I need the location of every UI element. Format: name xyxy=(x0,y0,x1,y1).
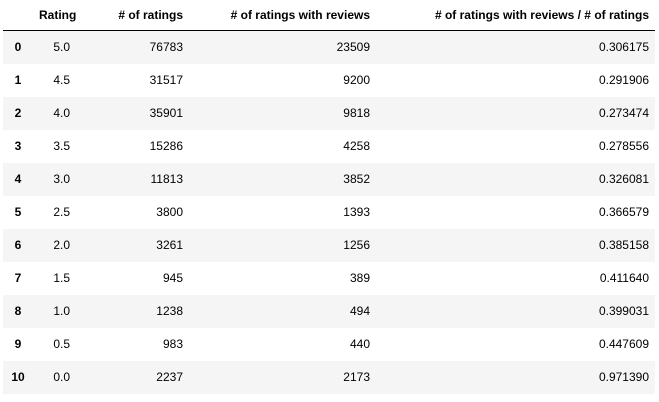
cell-num-ratings: 31517 xyxy=(149,73,183,87)
row-index: 8 xyxy=(14,304,22,318)
table-row: 4 3.0 11813 3852 0.326081 xyxy=(3,162,655,196)
table-row: 3 3.5 15286 4258 0.278556 xyxy=(3,130,655,163)
cell-rating: 2.0 xyxy=(53,238,70,252)
table-row: 9 0.5 983 440 0.447609 xyxy=(3,328,655,361)
cell-rating: 3.0 xyxy=(53,172,70,186)
row-index: 5 xyxy=(14,205,22,219)
table-header: Rating # of ratings # of ratings with re… xyxy=(3,0,655,31)
cell-num-reviews: 1393 xyxy=(343,205,370,219)
cell-rating: 4.0 xyxy=(53,106,70,120)
cell-ratio: 0.273474 xyxy=(598,106,649,120)
cell-rating: 3.5 xyxy=(53,139,70,153)
cell-num-reviews: 9818 xyxy=(343,106,370,120)
table-body: 0 5.0 76783 23509 0.306175 1 4.5 31517 9200 0.291… xyxy=(3,30,655,394)
row-index: 1 xyxy=(14,73,22,87)
table-row: 7 1.5 945 389 0.411640 xyxy=(3,262,655,295)
cell-rating: 1.0 xyxy=(53,304,70,318)
cell-ratio: 0.366579 xyxy=(598,205,649,219)
table-row: 0 5.0 76783 23509 0.306175 xyxy=(3,30,655,64)
row-index: 2 xyxy=(14,106,22,120)
cell-ratio: 0.411640 xyxy=(599,271,649,285)
table-row: 8 1.0 1238 494 0.399031 xyxy=(3,294,655,328)
cell-num-reviews: 9200 xyxy=(343,73,370,87)
row-index: 0 xyxy=(14,40,22,55)
cell-ratio: 0.447609 xyxy=(598,337,649,351)
cell-num-ratings: 35901 xyxy=(149,106,183,120)
cell-rating: 5.0 xyxy=(53,40,70,55)
cell-num-ratings: 1238 xyxy=(156,304,183,318)
table-row: 2 4.0 35901 9818 0.273474 xyxy=(3,96,655,130)
cell-num-reviews: 1256 xyxy=(343,238,370,252)
cell-num-ratings: 3261 xyxy=(156,238,183,252)
header-ratio: # of ratings with reviews / # of ratings xyxy=(376,0,655,31)
cell-num-reviews: 494 xyxy=(349,304,370,318)
cell-ratio: 0.291906 xyxy=(598,73,649,87)
cell-rating: 4.5 xyxy=(53,73,70,87)
cell-num-ratings: 3800 xyxy=(156,205,183,219)
cell-ratio: 0.399031 xyxy=(598,304,649,318)
cell-ratio: 0.971390 xyxy=(598,370,649,384)
header-rating: Rating xyxy=(33,0,76,31)
cell-ratio: 0.326081 xyxy=(598,172,649,186)
row-index: 6 xyxy=(14,238,22,252)
cell-rating: 2.5 xyxy=(53,205,70,219)
cell-ratio: 0.306175 xyxy=(598,40,649,55)
cell-ratio: 0.385158 xyxy=(598,238,649,252)
cell-num-ratings: 15286 xyxy=(149,139,183,153)
cell-num-reviews: 2173 xyxy=(343,370,370,384)
row-index: 7 xyxy=(14,271,22,285)
cell-num-reviews: 440 xyxy=(349,337,370,351)
header-num-reviews: # of ratings with reviews xyxy=(189,0,376,31)
header-num-ratings: # of ratings xyxy=(76,0,189,31)
dataframe-table: Rating # of ratings # of ratings with re… xyxy=(3,0,655,394)
cell-rating: 0.0 xyxy=(53,370,70,384)
cell-num-ratings: 945 xyxy=(162,271,183,285)
cell-num-reviews: 4258 xyxy=(343,139,370,153)
row-index: 10 xyxy=(11,370,25,384)
row-index: 4 xyxy=(14,172,22,186)
cell-num-reviews: 389 xyxy=(349,271,370,285)
cell-rating: 0.5 xyxy=(53,337,70,351)
table-row: 5 2.5 3800 1393 0.366579 xyxy=(3,196,655,229)
cell-num-ratings: 983 xyxy=(162,337,183,351)
header-row: Rating # of ratings # of ratings with re… xyxy=(3,0,655,31)
table-row: 6 2.0 3261 1256 0.385158 xyxy=(3,228,655,262)
cell-num-ratings: 2237 xyxy=(156,370,183,384)
cell-num-reviews: 23509 xyxy=(336,40,370,55)
header-index xyxy=(3,0,33,31)
row-index: 3 xyxy=(14,139,22,153)
cell-num-ratings: 76783 xyxy=(149,40,183,55)
cell-num-reviews: 3852 xyxy=(343,172,370,186)
table-row: 1 4.5 31517 9200 0.291906 xyxy=(3,64,655,97)
row-index: 9 xyxy=(14,337,22,351)
table-row: 10 0.0 2237 2173 0.971390 xyxy=(3,360,655,394)
cell-rating: 1.5 xyxy=(53,271,70,285)
cell-num-ratings: 11813 xyxy=(150,172,183,186)
cell-ratio: 0.278556 xyxy=(598,139,649,153)
